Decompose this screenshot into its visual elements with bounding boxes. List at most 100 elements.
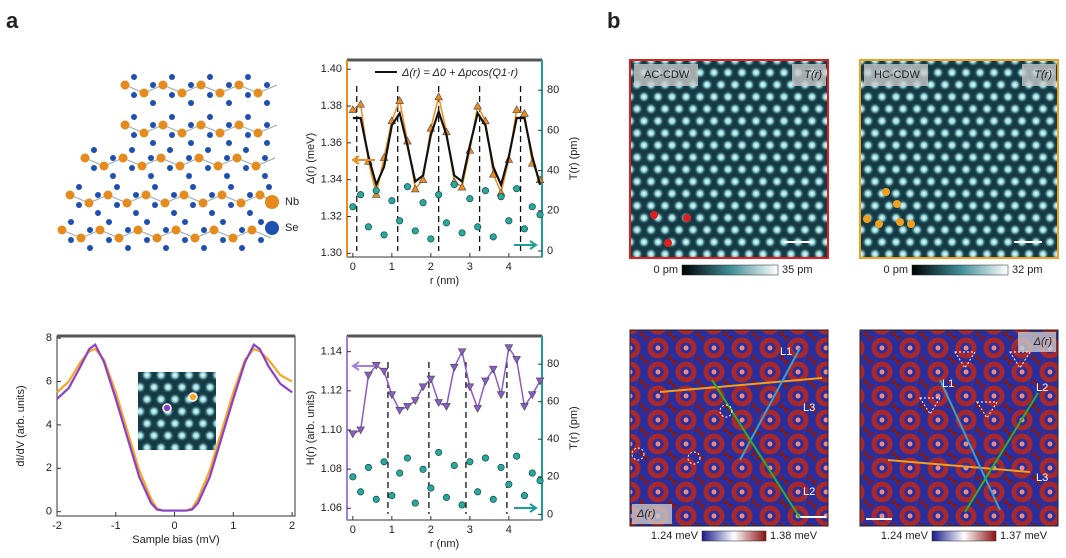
nb-atom — [253, 128, 263, 138]
se-atom — [131, 132, 137, 138]
point — [496, 391, 506, 400]
point — [505, 480, 513, 488]
point — [489, 233, 497, 241]
se-atom — [182, 237, 188, 243]
x-tick-label: 3 — [467, 261, 473, 273]
x-tick-label: 4 — [506, 524, 512, 536]
point — [434, 399, 443, 407]
nb-atom — [190, 233, 200, 243]
nb-atom — [152, 233, 162, 243]
vector-label: L3 — [803, 402, 815, 414]
point — [396, 469, 404, 477]
colorbar-label: 32 pm — [1012, 264, 1043, 276]
map-label: HC-CDW — [874, 69, 920, 81]
x-tick-label: 2 — [289, 520, 295, 532]
point — [349, 473, 357, 481]
point — [435, 448, 443, 456]
point — [348, 430, 358, 439]
x-tick-label: -1 — [111, 520, 121, 532]
nb-atom — [196, 80, 206, 90]
point — [473, 101, 482, 110]
map-channel: Δ(r) — [636, 508, 656, 520]
nb-atom — [139, 128, 149, 138]
colorbar — [701, 530, 767, 542]
point — [403, 183, 412, 191]
map-decor — [631, 188, 1042, 520]
map-channel: T(r) — [804, 69, 822, 81]
point — [489, 495, 497, 503]
point — [520, 403, 529, 411]
nb-atom — [251, 161, 261, 171]
y-axis-label: H(r) (arb. units) — [305, 391, 317, 466]
x-axis-label: Sample bias (mV) — [132, 534, 219, 546]
point — [536, 211, 544, 219]
point — [395, 407, 404, 415]
point — [418, 383, 428, 392]
se-atom — [131, 74, 137, 80]
se-atom — [243, 165, 249, 171]
se-atom — [129, 147, 135, 153]
y2-tick-label: 40 — [547, 433, 559, 445]
se-atom — [169, 132, 175, 138]
point — [411, 499, 419, 507]
point — [434, 92, 443, 101]
y2-tick-label: 80 — [547, 84, 559, 96]
point — [426, 375, 436, 384]
point — [442, 219, 451, 227]
se-atom — [148, 173, 154, 179]
se-atom — [201, 227, 207, 233]
se-atom — [209, 192, 215, 198]
point — [466, 195, 474, 203]
stm-map — [629, 59, 829, 259]
point — [427, 235, 435, 243]
se-atom — [76, 202, 82, 208]
nb-atom — [213, 161, 223, 171]
x-axis-label: r (nm) — [430, 538, 459, 550]
series-line — [56, 343, 293, 512]
se-atom — [95, 210, 101, 216]
axis-arrow — [351, 361, 375, 371]
point — [364, 463, 373, 471]
se-atom — [167, 147, 173, 153]
nb-atom — [234, 120, 244, 130]
point — [418, 175, 428, 184]
x-tick-label: 2 — [428, 261, 434, 273]
nb-atom — [196, 120, 206, 130]
y2-tick-label: 20 — [547, 205, 559, 217]
nb-atom — [139, 88, 149, 98]
point — [411, 227, 419, 235]
se-atom — [205, 147, 211, 153]
se-atom — [264, 140, 270, 146]
gap-map — [629, 329, 829, 527]
se-atom — [110, 173, 116, 179]
x-tick-label: 0 — [350, 261, 356, 273]
se-atom — [190, 202, 196, 208]
point — [528, 203, 536, 211]
nb-atom — [228, 233, 238, 243]
nb-atom — [80, 153, 90, 163]
nb-atom — [253, 88, 263, 98]
se-atom — [169, 114, 175, 120]
nb-atom — [57, 225, 67, 235]
x-tick-label: 1 — [389, 524, 395, 536]
se-atom — [87, 227, 93, 233]
y2-tick-label: 0 — [547, 245, 553, 257]
se-atom — [68, 237, 74, 243]
y2-tick-label: 20 — [547, 471, 559, 483]
inset-dot — [162, 403, 172, 413]
nb-atom — [160, 198, 170, 208]
se-atom — [125, 227, 131, 233]
y-tick-label: 1.34 — [321, 174, 342, 186]
vector-label: L1 — [780, 346, 792, 358]
stm-map — [859, 59, 1059, 259]
colorbar — [931, 530, 997, 542]
map-label: AC-CDW — [644, 69, 690, 81]
point — [372, 187, 380, 195]
se-atom — [201, 245, 207, 251]
point — [520, 108, 529, 117]
nb-atom — [120, 80, 130, 90]
point — [520, 492, 529, 500]
panel-label: a — [6, 8, 19, 33]
y-tick-label: 1.40 — [321, 63, 342, 75]
